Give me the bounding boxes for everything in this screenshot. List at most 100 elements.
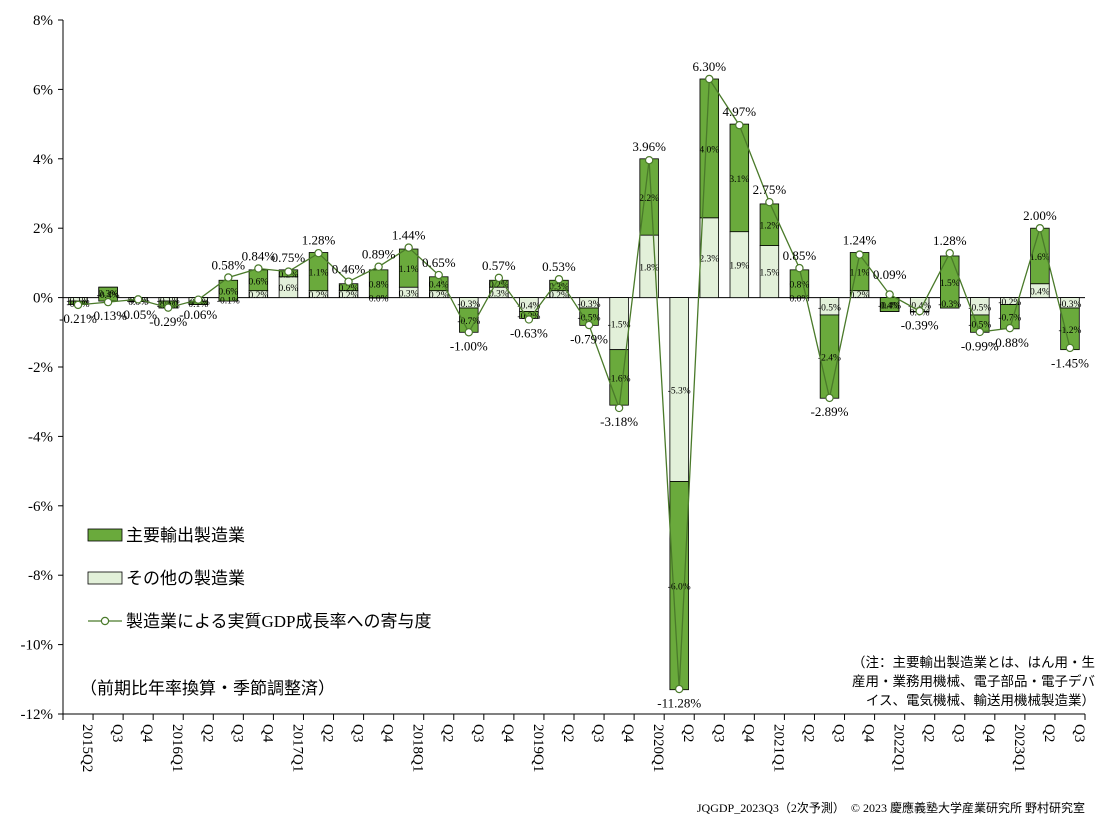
bar-main-label: 0.2% — [489, 281, 509, 291]
x-tick-label: Q2 — [320, 724, 336, 742]
y-tick-label: -6% — [28, 499, 53, 515]
bar-main-label: 1.6% — [1030, 253, 1050, 263]
bar-main-label: 0.6% — [218, 288, 238, 298]
total-label: -2.89% — [811, 404, 849, 419]
y-tick-label: 8% — [33, 13, 53, 29]
total-label: -0.79% — [570, 331, 608, 346]
total-label: 0.46% — [332, 262, 366, 277]
bar-main-label: 0.6% — [248, 277, 268, 287]
total-point — [975, 327, 984, 337]
bar-main-label: -2.4% — [818, 354, 841, 364]
total-point — [254, 264, 263, 273]
total-label: -1.45% — [1051, 356, 1089, 371]
total-label: 1.44% — [392, 228, 426, 243]
y-tick-label: 6% — [33, 82, 53, 98]
total-point — [644, 155, 654, 165]
y-tick-label: -10% — [21, 638, 54, 654]
bar-other-label: -0.1% — [217, 296, 240, 306]
total-point — [1065, 343, 1075, 353]
total-label: 1.24% — [843, 232, 877, 247]
total-point — [164, 303, 173, 312]
x-tick-label: 2019Q1 — [530, 724, 546, 772]
bar-other-label: 2.3% — [699, 255, 719, 265]
total-label: -3.18% — [600, 414, 638, 429]
bar-main-label: 3.1% — [729, 175, 749, 185]
y-tick-label: -8% — [28, 568, 53, 584]
bar-other-label: -0.5% — [968, 303, 991, 313]
x-tick-label: Q3 — [470, 724, 486, 742]
bar-other-label: 0.3% — [98, 289, 118, 299]
bar-main-label: 0.4% — [429, 281, 449, 291]
x-tick-label: 2021Q1 — [770, 724, 786, 772]
total-point — [133, 295, 143, 304]
total-label: -0.21% — [59, 311, 97, 326]
x-tick-label: Q3 — [109, 724, 125, 742]
legend-label-other: その他の製造業 — [126, 569, 245, 588]
total-label: -0.88% — [991, 335, 1029, 350]
bar-main-label: -0.7% — [998, 314, 1021, 324]
x-tick-label: Q4 — [380, 724, 396, 743]
x-tick-label: 2015Q2 — [79, 724, 95, 772]
x-tick-label: Q2 — [921, 724, 937, 742]
x-tick-label: Q4 — [139, 724, 155, 743]
bar-main-label: 0.3% — [549, 282, 569, 292]
bar-main-label: -0.5% — [968, 321, 991, 331]
total-label: 3.96% — [632, 139, 666, 154]
bar-other-label: 0.2% — [850, 291, 870, 301]
x-tick-label: Q3 — [350, 724, 366, 742]
x-tick-label: Q4 — [861, 724, 877, 743]
x-tick-label: Q2 — [1041, 724, 1057, 742]
total-point — [945, 248, 954, 258]
legend-swatch-main — [87, 528, 123, 542]
bar-main-label: 0.8% — [369, 281, 389, 291]
total-label: -0.99% — [961, 338, 999, 353]
total-label: 2.75% — [753, 182, 787, 197]
x-tick-label: Q4 — [259, 724, 275, 743]
x-tick-label: Q2 — [680, 724, 696, 742]
bar-main-label: 2.2% — [639, 194, 659, 204]
total-label: 0.57% — [482, 258, 516, 273]
y-tick-label: -4% — [28, 429, 53, 445]
x-tick-label: Q4 — [620, 724, 636, 743]
bar-main-label: -0.4% — [97, 291, 120, 301]
total-label: -1.00% — [450, 338, 488, 353]
bar-other-label: 1.8% — [639, 263, 659, 273]
bar-other-label: 1.9% — [729, 262, 749, 272]
footnote-line: イス、電気機械、輸送用機械製造業） — [866, 693, 1095, 708]
x-tick-label: Q4 — [740, 724, 756, 743]
total-point — [1035, 223, 1045, 233]
total-label: 0.84% — [242, 248, 276, 263]
total-point — [314, 248, 323, 258]
total-label: 0.09% — [873, 267, 907, 282]
total-point — [73, 300, 83, 310]
bar-main-label: 1.5% — [940, 279, 960, 289]
bar-main-label: -1.6% — [608, 374, 631, 384]
x-tick-label: Q3 — [710, 724, 726, 742]
footnote-line: 産用・業務用機械、電子部品・電子デバ — [852, 673, 1095, 689]
bar-main-label: -0.5% — [578, 314, 601, 324]
total-point — [224, 273, 233, 282]
total-label: -0.39% — [901, 317, 939, 332]
bar-other-label: -0.5% — [818, 303, 841, 313]
total-label: 2.00% — [1023, 208, 1057, 223]
bar-main-label: 0.4% — [880, 302, 900, 312]
y-tick-label: 4% — [33, 152, 53, 168]
total-label: -0.06% — [179, 307, 217, 322]
total-point — [194, 295, 203, 304]
total-line — [77, 76, 1071, 690]
bar-other-label: 0.2% — [549, 291, 569, 301]
total-label: 4.97% — [723, 104, 757, 119]
y-tick-label: 0% — [33, 291, 53, 307]
x-tick-label: Q4 — [500, 724, 516, 743]
total-point — [915, 306, 924, 316]
x-tick-label: Q3 — [951, 724, 967, 742]
bar-other-label: -0.3% — [938, 300, 961, 310]
bar-main-label: 1.2% — [759, 222, 779, 232]
total-point — [1005, 323, 1015, 333]
x-tick-label: Q3 — [831, 724, 847, 742]
bar-main-label: -6.0% — [668, 583, 691, 593]
total-label: -11.28% — [657, 696, 701, 711]
total-label: 0.53% — [542, 259, 576, 274]
total-point — [404, 243, 413, 252]
